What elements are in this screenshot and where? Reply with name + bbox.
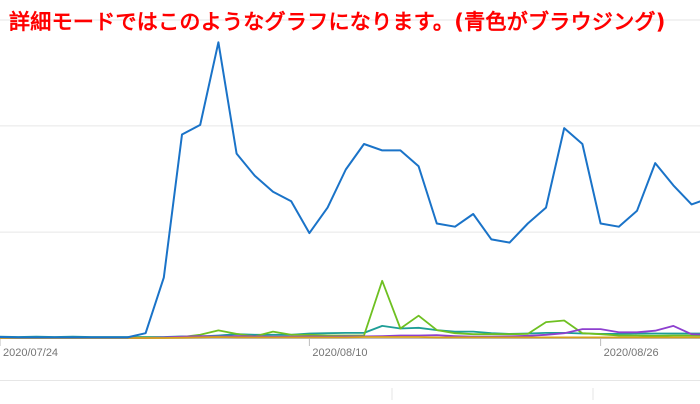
x-axis-ticks: 2020/07/24 2020/08/10 2020/08/26 [0, 338, 659, 359]
series-lines [0, 41, 700, 339]
x-tick-label-1: 2020/08/10 [312, 347, 367, 359]
x-tick-label-2: 2020/08/26 [604, 347, 659, 359]
chart-title: 詳細モードではこのようなグラフになります。(青色がブラウジング) [9, 10, 666, 34]
x-tick-label-0: 2020/07/24 [3, 347, 58, 359]
series-line-0 [0, 41, 700, 339]
gridlines [0, 19, 700, 400]
